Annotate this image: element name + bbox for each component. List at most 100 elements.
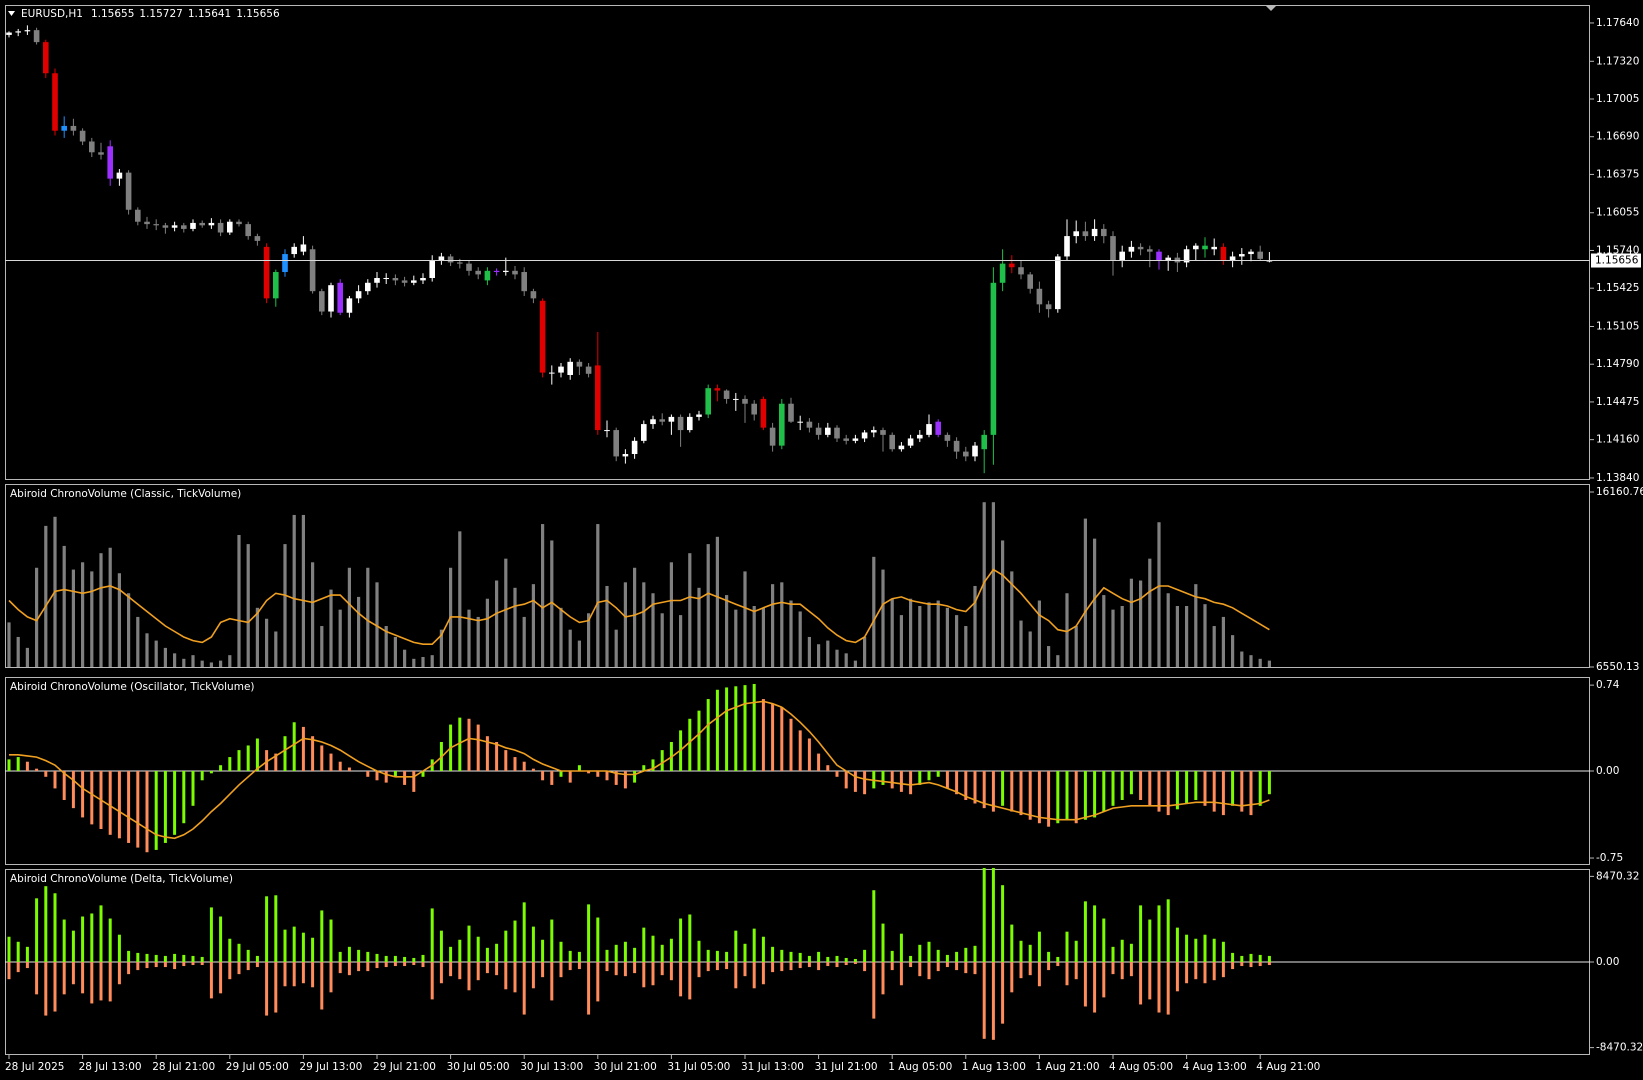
oscillator-bar — [127, 771, 131, 843]
candle-body — [208, 222, 215, 226]
candle-body — [760, 398, 767, 428]
candle-body — [769, 427, 776, 446]
panel-title: Abiroid ChronoVolume (Delta, TickVolume) — [10, 873, 233, 885]
sell-bar — [660, 962, 664, 976]
oscillator-bar — [283, 736, 287, 771]
volume-bar — [1194, 584, 1198, 667]
volume-bar — [393, 636, 397, 667]
buy-bar — [853, 958, 857, 962]
candle-body — [466, 263, 472, 271]
volume-bar — [375, 582, 379, 667]
candle-body — [889, 434, 895, 450]
candle-body — [917, 434, 923, 439]
oscillator-bar — [1240, 771, 1244, 812]
candle-body — [613, 430, 619, 457]
buy-bar — [375, 953, 379, 962]
volume-bar — [1047, 646, 1051, 667]
buy-bar — [338, 951, 342, 962]
y-tick-label: 1.15425 — [1596, 282, 1639, 294]
oscillator-bar — [375, 771, 379, 781]
oscillator-bar — [798, 730, 802, 771]
buy-bar — [1139, 905, 1143, 962]
candle-body — [1220, 246, 1227, 261]
volume-bar — [936, 600, 940, 667]
candle-body — [236, 221, 242, 225]
volume-bar — [1231, 635, 1235, 667]
oscillator-bar — [614, 771, 618, 785]
volume-bar — [1111, 609, 1115, 667]
oscillator-bar — [1047, 771, 1051, 827]
candle-body — [1101, 228, 1107, 237]
sell-bar — [1139, 962, 1143, 1005]
oscillator-bar — [1148, 771, 1152, 806]
oscillator-bar — [587, 771, 591, 774]
buy-bar — [1065, 931, 1069, 962]
y-tick-label: 8470.32 — [1596, 870, 1639, 882]
candle-body — [944, 434, 951, 441]
sell-bar — [25, 962, 29, 969]
oscillator-bar — [743, 685, 747, 771]
oscillator-bar — [955, 771, 959, 795]
oscillator-bar — [550, 771, 554, 785]
buy-bar — [697, 940, 701, 962]
sell-bar — [265, 962, 269, 1016]
oscillator-bar — [1267, 771, 1271, 795]
volume-bar — [1065, 593, 1069, 667]
y-tick-label: 1.15740 — [1596, 244, 1639, 256]
volume-bar — [807, 636, 811, 667]
sell-bar — [1001, 962, 1005, 1024]
buy-bar — [283, 929, 287, 962]
candle-body — [898, 445, 905, 450]
buy-bar — [1148, 919, 1152, 962]
buy-bar — [789, 951, 793, 962]
candle-body — [52, 73, 58, 131]
menu-arrow[interactable] — [8, 11, 15, 16]
sell-bar — [485, 962, 489, 974]
volume-bar — [117, 573, 121, 667]
sell-bar — [688, 962, 692, 1000]
candle-body — [392, 278, 399, 281]
volume-bar — [688, 553, 692, 667]
candle-body — [742, 398, 748, 404]
oscillator-bar — [1019, 771, 1023, 816]
candle-body — [926, 424, 932, 435]
candle-body — [788, 403, 794, 422]
buy-bar — [844, 957, 848, 962]
sell-bar — [16, 962, 20, 973]
sell-bar — [467, 962, 471, 991]
buy-bar — [430, 908, 434, 962]
oscillator-bar — [973, 771, 977, 804]
buy-bar — [1111, 946, 1115, 962]
oscillator-bar — [108, 771, 112, 835]
candle-body — [254, 236, 261, 241]
volume-bar — [660, 613, 664, 667]
candle-body — [907, 438, 914, 446]
sell-bar — [715, 962, 719, 971]
candle-body — [972, 445, 978, 457]
y-tick-label: 1.13840 — [1596, 472, 1639, 484]
shift-marker[interactable] — [1265, 5, 1277, 11]
candle-body — [1119, 251, 1125, 261]
sell-bar — [973, 962, 977, 975]
oscillator-bar — [817, 753, 821, 771]
buy-bar — [1120, 939, 1124, 962]
candle-body — [346, 298, 353, 313]
oscillator-bar — [531, 768, 535, 771]
buy-bar — [467, 925, 471, 962]
candle-body — [631, 440, 638, 455]
buy-bar — [357, 949, 361, 962]
volume-bar — [826, 640, 830, 667]
volume-bar — [495, 580, 499, 667]
volume-bar — [945, 607, 949, 667]
candle-body — [1137, 246, 1144, 250]
sell-bar — [559, 962, 563, 978]
candle-body — [1091, 228, 1098, 237]
x-tick-label: 31 Jul 05:00 — [667, 1061, 730, 1073]
volume-bar — [1240, 651, 1244, 667]
volume-bar — [283, 544, 287, 667]
buy-bar — [301, 932, 305, 962]
sell-bar — [936, 962, 940, 972]
volume-bar — [909, 598, 913, 667]
buy-bar — [725, 951, 729, 962]
oscillator-bar — [863, 771, 867, 795]
